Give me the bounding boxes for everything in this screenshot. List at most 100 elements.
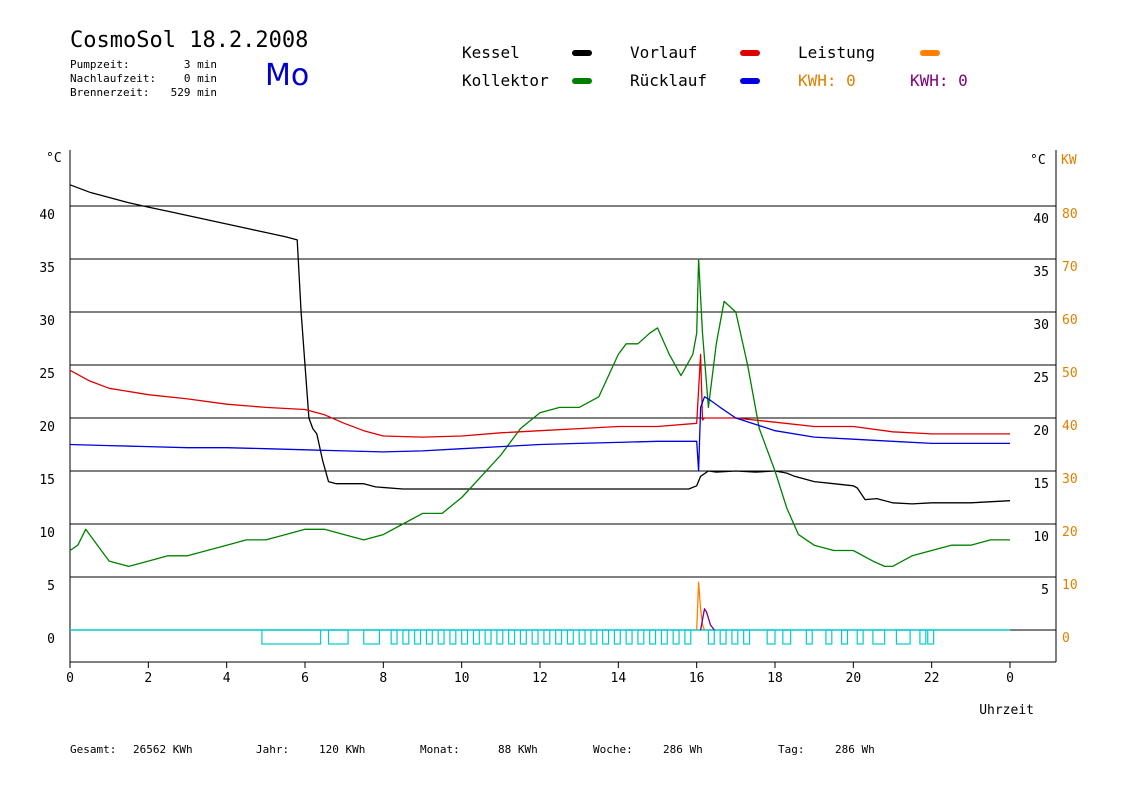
y-tick-left: 5 <box>47 579 55 594</box>
monat-value: 88 KWh <box>498 743 538 756</box>
pump-on-block <box>402 629 410 645</box>
x-tick-label: 6 <box>301 671 309 686</box>
pump-on-block <box>519 629 527 645</box>
y-tick-left: 30 <box>39 314 55 329</box>
woche-value: 286 Wh <box>663 743 703 756</box>
y-label-left: °C <box>46 151 62 166</box>
pump-on-block <box>707 629 715 645</box>
nachlaufzeit-label: Nachlaufzeit: <box>70 72 157 85</box>
gesamt-value: 26562 KWh <box>133 743 193 756</box>
x-tick-label: 4 <box>223 671 231 686</box>
y-label-kw: KW <box>1061 153 1077 168</box>
x-tick-label: 10 <box>454 671 470 686</box>
kollektor-line <box>69 258 1010 568</box>
pump-on-block <box>766 629 776 645</box>
pump-on-block <box>437 629 445 645</box>
pump-on-block <box>805 629 813 645</box>
pump-on-block <box>840 629 849 645</box>
pump-on-block <box>578 629 586 645</box>
legend-leistung: Leistung <box>798 43 876 62</box>
pump-on-block <box>590 629 598 645</box>
y-tick-kw: 80 <box>1062 207 1078 222</box>
x-axis-label: Uhrzeit <box>979 703 1034 718</box>
pump-on-block <box>390 629 398 645</box>
pump-on-block <box>555 629 563 645</box>
x-tick-label: 18 <box>767 671 783 686</box>
leistung-kwh-line <box>699 608 715 631</box>
pump-on-block <box>472 629 480 645</box>
y-tick-left: 25 <box>39 367 55 382</box>
pump-on-block <box>613 629 621 645</box>
y-tick-right: 20 <box>1033 424 1049 439</box>
pump-on-block <box>414 629 422 645</box>
pump-on-block <box>637 629 645 645</box>
y-tick-left: 35 <box>39 261 55 276</box>
pump-on-block <box>872 629 886 645</box>
monat-label: Monat: <box>420 743 460 756</box>
pump-on-block <box>496 629 504 645</box>
pumpzeit-label: Pumpzeit: <box>70 58 130 71</box>
chart-title: CosmoSol 18.2.2008 <box>70 28 309 53</box>
pump-on-block <box>543 629 551 645</box>
y-tick-kw: 0 <box>1062 631 1070 646</box>
pump-on-block <box>625 629 633 645</box>
leistung-line <box>696 581 706 631</box>
pump-on-block <box>261 629 322 645</box>
y-tick-left: 0 <box>47 632 55 647</box>
y-tick-right: 10 <box>1033 530 1049 545</box>
legend-kwh-orange: KWH: 0 <box>798 71 856 90</box>
pump-on-block <box>531 629 539 645</box>
ruecklauf-line <box>69 396 1010 472</box>
legend-kessel: Kessel <box>462 43 520 62</box>
jahr-value: 120 KWh <box>319 743 366 756</box>
tag-value: 286 Wh <box>835 743 875 756</box>
y-tick-kw: 40 <box>1062 419 1078 434</box>
legend-leistung-swatch <box>920 50 940 56</box>
kessel-line <box>69 184 1011 505</box>
x-tick-label: 0 <box>66 671 74 686</box>
pump-on-block <box>602 629 610 645</box>
x-tick-label: 22 <box>924 671 940 686</box>
pump-on-block <box>684 629 692 645</box>
pump-on-block <box>927 629 935 645</box>
x-tick-label: 2 <box>144 671 152 686</box>
y-tick-kw: 50 <box>1062 366 1078 381</box>
y-tick-left: 40 <box>39 208 55 223</box>
pump-on-block <box>743 629 751 645</box>
pump-on-block <box>856 629 864 645</box>
y-tick-left: 20 <box>39 420 55 435</box>
pumpzeit-value: 3 min <box>183 58 217 71</box>
gesamt-label: Gesamt: <box>70 743 117 756</box>
pump-on-block <box>782 629 792 645</box>
legend-ruecklauf: Rücklauf <box>630 71 708 90</box>
pump-on-block <box>461 629 469 645</box>
y-tick-right: 30 <box>1033 318 1049 333</box>
legend-kessel-swatch <box>572 50 592 56</box>
pump-on-block <box>425 629 433 645</box>
y-tick-kw: 20 <box>1062 525 1078 540</box>
jahr-label: Jahr: <box>256 743 290 756</box>
y-tick-right: 35 <box>1033 265 1049 280</box>
pump-on-block <box>484 629 492 645</box>
pump-on-block <box>363 629 381 645</box>
x-tick-label: 20 <box>846 671 862 686</box>
legend-vorlauf-swatch <box>740 50 760 56</box>
x-tick-label: 16 <box>689 671 705 686</box>
pump-on-block <box>449 629 457 645</box>
y-tick-right: 15 <box>1033 477 1049 492</box>
y-tick-kw: 60 <box>1062 313 1078 328</box>
brennerzeit-value: 529 min <box>170 86 217 99</box>
pump-on-block <box>660 629 668 645</box>
tag-label: Tag: <box>778 743 805 756</box>
pump-on-block <box>825 629 833 645</box>
y-tick-kw: 30 <box>1062 472 1078 487</box>
y-tick-right: 40 <box>1033 212 1049 227</box>
x-tick-label: 12 <box>532 671 548 686</box>
pump-on-block <box>895 629 911 645</box>
vorlauf-line <box>69 353 1010 438</box>
pump-on-block <box>719 629 727 645</box>
weekday-label: Mo <box>265 58 310 93</box>
y-tick-right: 25 <box>1033 371 1049 386</box>
pump-on-block <box>672 629 680 645</box>
